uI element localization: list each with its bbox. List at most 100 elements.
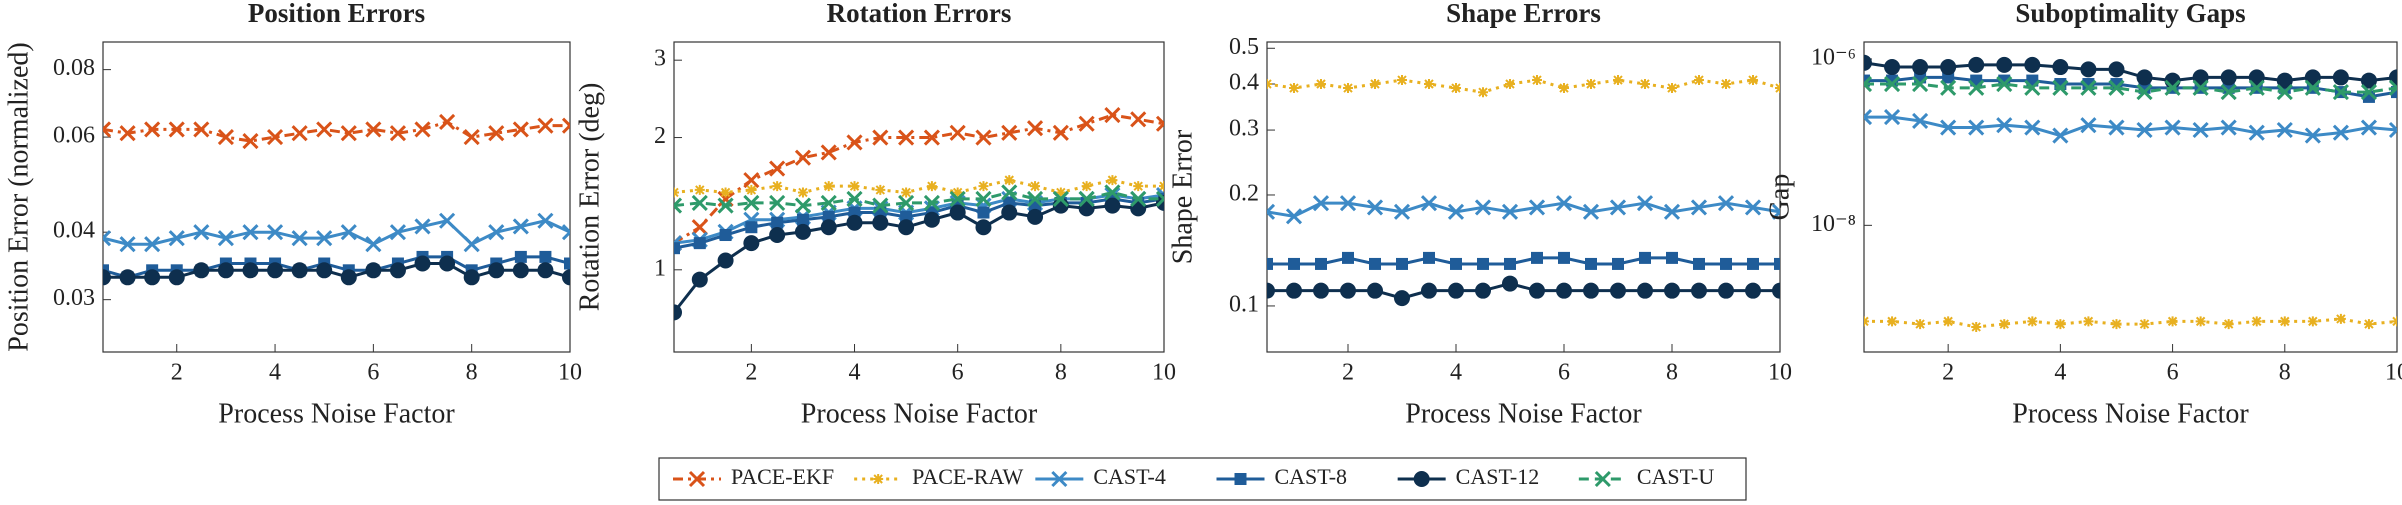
- marker: [488, 262, 505, 279]
- marker: [1639, 251, 1651, 264]
- marker: [1720, 257, 1732, 270]
- marker: [2111, 319, 2122, 330]
- marker: [389, 224, 407, 241]
- marker: [1505, 79, 1515, 90]
- marker: [1504, 257, 1516, 270]
- marker: [389, 262, 406, 279]
- marker: [1130, 111, 1147, 128]
- legend-label: CAST-U: [1637, 464, 1715, 489]
- marker: [537, 117, 554, 134]
- marker: [975, 219, 992, 236]
- marker: [103, 230, 112, 247]
- marker: [291, 262, 308, 279]
- marker: [2052, 127, 2069, 144]
- marker: [1610, 282, 1626, 299]
- x-axis-label: Process Noise Factor: [218, 398, 455, 429]
- marker: [512, 218, 529, 235]
- marker: [1424, 79, 1434, 90]
- marker: [1055, 187, 1066, 198]
- marker: [103, 121, 112, 138]
- marker: [769, 160, 786, 177]
- marker: [1030, 181, 1041, 192]
- marker: [2360, 119, 2378, 136]
- marker: [488, 125, 505, 142]
- marker: [872, 214, 889, 231]
- marker: [168, 230, 185, 247]
- marker: [717, 190, 734, 207]
- marker: [1289, 83, 1299, 94]
- marker: [794, 197, 812, 214]
- marker: [144, 121, 161, 138]
- marker: [2192, 69, 2209, 86]
- marker: [674, 242, 680, 255]
- marker: [820, 219, 837, 236]
- marker: [266, 224, 284, 241]
- marker: [463, 269, 480, 286]
- marker: [1555, 195, 1573, 212]
- marker: [2167, 316, 2178, 327]
- marker: [316, 230, 333, 247]
- marker: [1001, 204, 1018, 221]
- marker: [1396, 257, 1408, 270]
- marker: [1667, 83, 1677, 94]
- marker: [2136, 84, 2153, 101]
- chart-title: Position Errors: [248, 0, 425, 28]
- marker: [2108, 61, 2125, 78]
- x-tick-label: 4: [269, 360, 281, 386]
- marker: [2304, 79, 2321, 96]
- marker: [1081, 181, 1092, 192]
- marker: [1912, 75, 1929, 93]
- marker: [797, 187, 808, 198]
- marker: [1421, 282, 1437, 299]
- marker: [1394, 290, 1410, 307]
- marker: [691, 219, 708, 236]
- marker: [2335, 313, 2346, 324]
- marker: [2251, 316, 2262, 327]
- marker: [901, 187, 912, 198]
- series-line: [674, 113, 1164, 245]
- marker: [1663, 203, 1681, 220]
- marker: [2192, 79, 2209, 96]
- marker: [1556, 282, 1572, 299]
- marker: [694, 184, 705, 195]
- marker: [923, 211, 940, 228]
- marker: [849, 181, 860, 192]
- marker: [1339, 195, 1357, 212]
- marker: [119, 236, 136, 253]
- x-tick-label: 4: [1450, 360, 1462, 386]
- marker: [769, 194, 786, 211]
- marker: [794, 149, 812, 166]
- marker: [365, 262, 382, 279]
- marker: [1288, 257, 1300, 270]
- marker: [2220, 69, 2237, 86]
- marker: [1531, 251, 1543, 264]
- x-tick-label: 8: [2279, 360, 2291, 386]
- marker: [1585, 257, 1597, 270]
- marker: [1864, 75, 1873, 93]
- marker: [846, 134, 863, 151]
- chart-title: Suboptimality Gaps: [2015, 0, 2245, 28]
- y-axis-label: Gap: [1764, 174, 1795, 221]
- marker: [1107, 175, 1118, 186]
- marker: [119, 125, 136, 142]
- marker: [1718, 282, 1734, 299]
- y-tick-label: 0.3: [1229, 116, 1259, 142]
- marker: [1475, 282, 1491, 299]
- marker: [691, 194, 708, 211]
- marker: [2024, 79, 2041, 96]
- marker: [514, 250, 527, 263]
- marker: [1448, 282, 1464, 299]
- marker: [1529, 282, 1545, 299]
- marker: [1940, 79, 1957, 96]
- y-tick-label: 0.1: [1229, 291, 1259, 317]
- y-tick-label: 10⁻⁸: [1811, 211, 1856, 237]
- plot-area: [102, 41, 571, 353]
- marker: [1397, 75, 1407, 86]
- marker: [2332, 84, 2349, 101]
- marker: [463, 129, 480, 146]
- marker: [414, 255, 431, 272]
- marker: [1912, 112, 1929, 129]
- marker: [562, 269, 570, 286]
- legend-label: PACE-RAW: [912, 464, 1023, 489]
- series-layer: [1267, 75, 1780, 307]
